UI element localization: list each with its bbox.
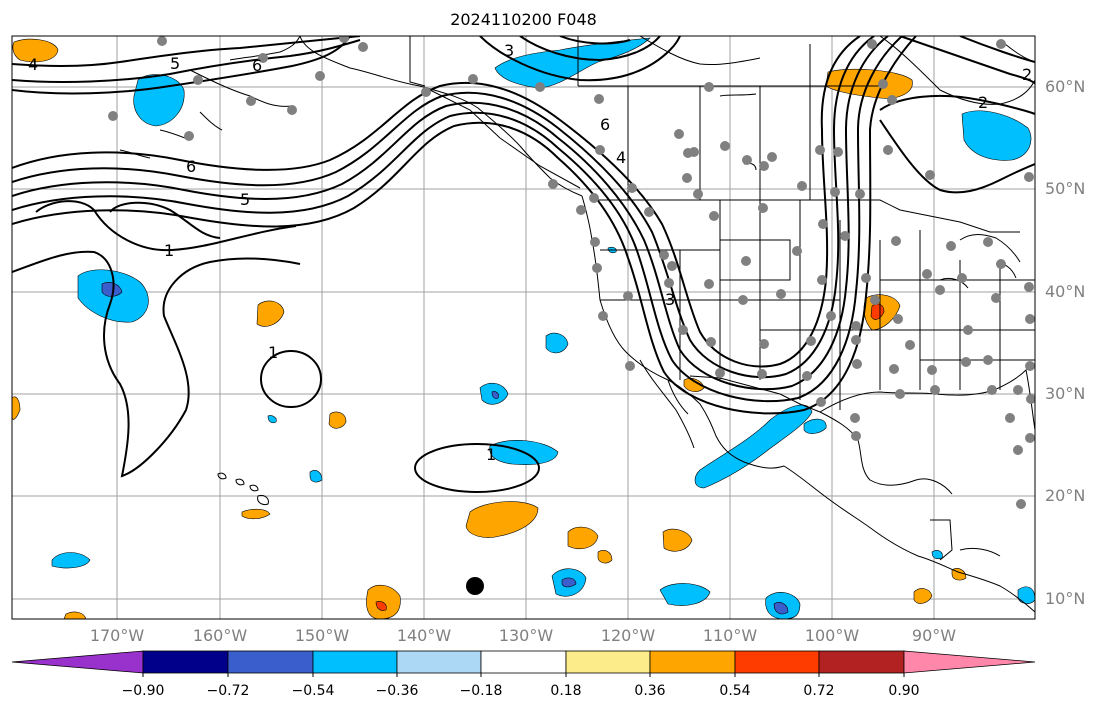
map-title: 2024110200 F048	[450, 10, 597, 29]
lat-label-30n: 30°N	[1045, 384, 1086, 403]
contour-label: 6	[186, 157, 196, 176]
lat-label-50n: 50°N	[1045, 179, 1086, 198]
station-dots	[108, 36, 1035, 509]
contour-label: 5	[170, 54, 180, 73]
colorbar-tick-label: −0.18	[459, 683, 503, 699]
colorbar-tick-label: −0.72	[206, 683, 250, 699]
anomaly-fills	[12, 37, 1035, 619]
lon-label-110w: 110°W	[702, 626, 758, 645]
lon-label-150w: 150°W	[294, 626, 350, 645]
colorbar-segment	[565, 650, 651, 674]
black-dot-marker	[466, 577, 484, 595]
lon-label-90w: 90°W	[911, 626, 957, 645]
height-contours	[12, 36, 1035, 493]
colorbar-tick-label: 0.18	[550, 683, 582, 699]
contour-label: 2	[978, 93, 988, 112]
colorbar-segment	[142, 650, 229, 674]
contour-labels: 4 5 6 6 5 1 1 1 6 4 3 2 2 3	[28, 41, 1032, 464]
lat-label-10n: 10°N	[1045, 589, 1086, 608]
colorbar-segment	[396, 650, 482, 674]
colorbar-segment	[734, 650, 820, 674]
contour-label: 3	[665, 290, 675, 309]
lon-label-160w: 160°W	[192, 626, 248, 645]
colorbar-segment	[480, 650, 567, 674]
lon-label-120w: 120°W	[600, 626, 656, 645]
contour-label: 6	[252, 56, 262, 75]
colorbar-tick-label: −0.90	[121, 683, 165, 699]
colorbar-segment	[312, 650, 398, 674]
lat-label-20n: 20°N	[1045, 486, 1086, 505]
colorbar-segment	[11, 650, 144, 674]
lon-label-130w: 130°W	[498, 626, 554, 645]
contour-label: 6	[600, 115, 610, 134]
colorbar-tick-label: −0.54	[291, 683, 335, 699]
colorbar-tick-label: −0.36	[375, 683, 419, 699]
contour-label: 3	[504, 41, 514, 60]
contour-label: 4	[616, 148, 626, 167]
contour-label: 1	[164, 241, 174, 260]
colorbar-segment	[818, 650, 905, 674]
colorbar-segment	[649, 650, 736, 674]
colorbar-segment	[227, 650, 314, 674]
lat-label-60n: 60°N	[1045, 77, 1086, 96]
colorbar-tick-label: 0.36	[634, 683, 666, 699]
colorbar-tick-label: 0.54	[719, 683, 751, 699]
colorbar-segment	[903, 650, 1036, 674]
contour-label: 5	[240, 190, 250, 209]
lon-label-170w: 170°W	[89, 626, 145, 645]
contour-label: 2	[1022, 65, 1032, 84]
colorbar-tick-label: 0.72	[803, 683, 835, 699]
lon-label-140w: 140°W	[396, 626, 452, 645]
colorbar-tick-label: 0.90	[888, 683, 920, 699]
lat-label-40n: 40°N	[1045, 282, 1086, 301]
contour-label: 1	[486, 445, 496, 464]
map-frame	[11, 35, 1036, 620]
coastlines	[119, 36, 1035, 613]
contour-label: 1	[268, 343, 278, 362]
lon-label-100w: 100°W	[804, 626, 860, 645]
colorbar	[11, 650, 1036, 677]
contour-label: 4	[28, 55, 38, 74]
